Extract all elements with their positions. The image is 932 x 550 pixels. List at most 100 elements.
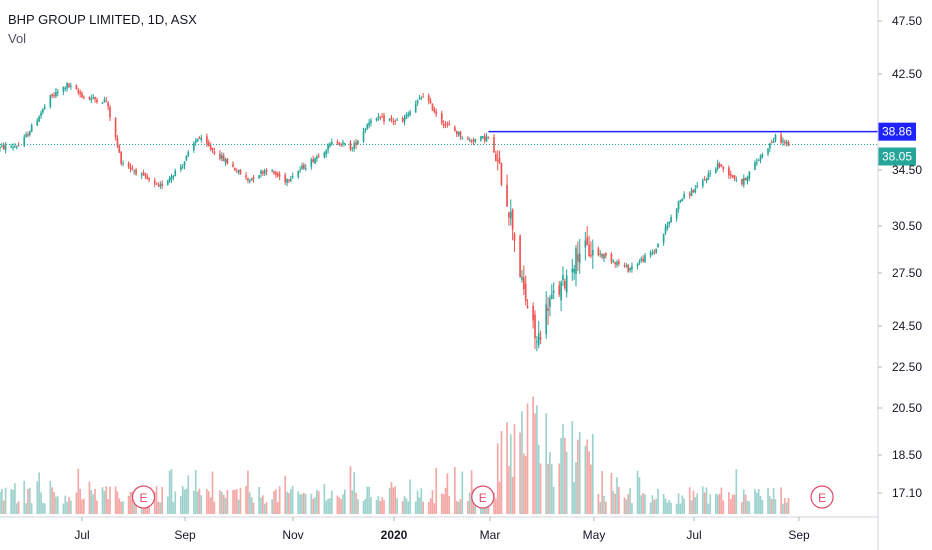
candle-body — [181, 166, 184, 168]
volume-bar — [405, 498, 408, 514]
candle-body — [655, 248, 658, 253]
candle-body — [401, 118, 404, 121]
candle-body — [787, 142, 790, 147]
volume-bar — [383, 500, 385, 514]
volume-bar — [590, 464, 592, 514]
volume-bar — [55, 496, 57, 514]
volume-bar — [524, 455, 527, 514]
candle-body — [584, 240, 587, 248]
volume-bar — [537, 444, 540, 514]
volume-bar — [323, 483, 326, 514]
candle-body — [323, 152, 326, 158]
candle-body — [247, 178, 249, 181]
candle-body — [157, 185, 160, 187]
volume-bar — [118, 498, 121, 514]
candle-body — [578, 253, 581, 263]
price-tick-label: 24.50 — [892, 319, 922, 333]
candle-body — [591, 249, 594, 256]
volume-bar — [235, 489, 238, 514]
volume-bar — [612, 490, 615, 514]
volume-bar — [30, 503, 33, 514]
candle-body — [286, 178, 288, 183]
volume-bar — [271, 499, 274, 514]
candle-body — [623, 265, 626, 267]
volume-bar — [161, 486, 164, 514]
volume-bar — [278, 486, 281, 514]
candle-body — [140, 173, 143, 176]
price-tick-label: 27.50 — [892, 266, 922, 280]
volume-bar — [772, 487, 775, 514]
volume-bar — [303, 492, 305, 514]
volume-bar — [664, 498, 667, 514]
volume-bar — [534, 413, 536, 514]
volume-bar — [446, 473, 449, 514]
volume-bar — [545, 413, 548, 514]
candle-body — [588, 244, 590, 256]
volume-bar — [247, 470, 249, 514]
candle-body — [627, 264, 630, 272]
candle-body — [651, 252, 654, 254]
candle-body — [42, 108, 44, 113]
candle-body — [662, 233, 665, 243]
candle-body — [677, 200, 680, 210]
volume-bar — [735, 469, 738, 514]
candle-body — [64, 87, 67, 89]
candle-body — [329, 143, 331, 147]
volume-bar — [327, 498, 329, 514]
volume-bar — [252, 502, 255, 514]
candle-body — [547, 308, 549, 311]
candle-body — [506, 185, 508, 207]
volume-bar — [433, 503, 436, 514]
volume-bar — [468, 492, 471, 514]
price-tick-label: 47.50 — [892, 14, 922, 28]
volume-bar — [366, 486, 369, 514]
candle-body — [610, 254, 613, 262]
candle-body — [159, 184, 162, 187]
candle-body — [265, 170, 268, 172]
candle-body — [481, 136, 484, 138]
volume-bar — [651, 495, 654, 514]
candle-body — [81, 93, 83, 98]
volume-bar — [330, 490, 333, 514]
candle-body — [248, 180, 251, 182]
candle-body — [75, 85, 78, 90]
volume-bar — [314, 497, 316, 514]
volume-bar — [642, 492, 644, 514]
volume-bar — [206, 489, 208, 514]
candle-body — [433, 109, 436, 112]
volume-bar — [668, 499, 671, 514]
volume-bar — [135, 502, 137, 514]
candle-body — [353, 143, 356, 149]
candle-body — [297, 171, 300, 178]
volume-bar — [368, 486, 370, 514]
volume-bar — [714, 493, 717, 514]
volume-bar — [316, 489, 318, 514]
candle-body — [336, 141, 339, 144]
candle-body — [260, 170, 262, 174]
candle-body — [629, 267, 631, 271]
candle-body — [480, 136, 482, 141]
candle-body — [383, 115, 385, 122]
candle-body — [550, 294, 553, 300]
volume-bar — [459, 499, 462, 514]
candle-body — [304, 167, 307, 169]
volume-bar — [239, 487, 242, 514]
volume-bar — [114, 486, 117, 514]
candle-body — [521, 276, 523, 280]
volume-bar — [787, 497, 790, 514]
candle-body — [325, 150, 328, 155]
volume-bar — [64, 495, 67, 514]
volume-bar — [342, 494, 344, 514]
volume-bar — [591, 433, 594, 514]
candle-body — [573, 268, 575, 273]
volume-bar — [422, 501, 424, 514]
volume-bar — [638, 477, 641, 514]
volume-bar — [237, 499, 240, 514]
volume-bar — [107, 499, 109, 514]
candle-body — [377, 116, 380, 118]
volume-bar — [129, 491, 132, 514]
volume-bar — [222, 494, 225, 514]
candle-body — [442, 124, 445, 126]
candle-body — [536, 341, 538, 343]
candle-body — [539, 337, 542, 340]
